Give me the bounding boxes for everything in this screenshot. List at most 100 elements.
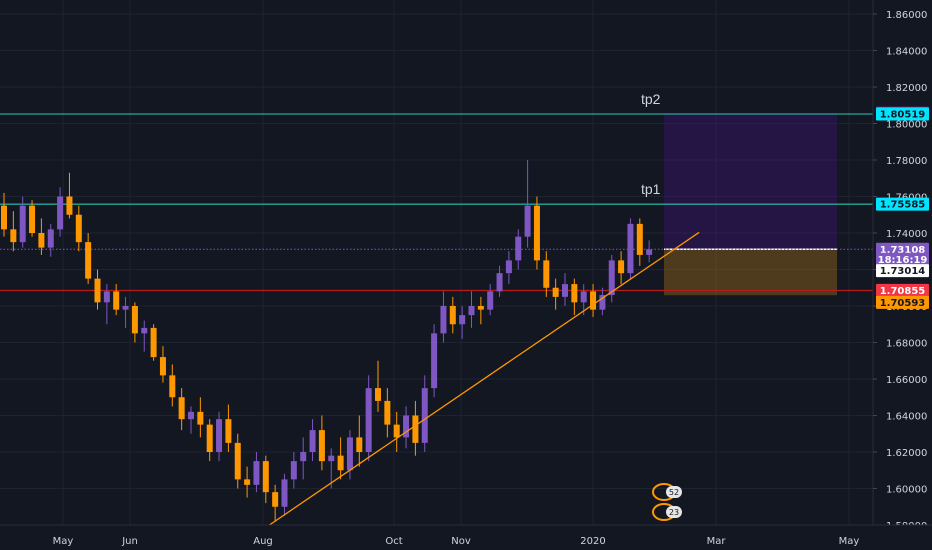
candle-body — [178, 397, 185, 420]
price-tag — [876, 283, 929, 297]
candle-body — [197, 411, 204, 425]
candle-body — [225, 419, 232, 443]
position-stop-zone — [664, 249, 837, 296]
price-axis-tick: 1.82000 — [886, 83, 927, 94]
candle-body — [253, 461, 260, 485]
price-tag-label: 1.80519 — [880, 110, 926, 121]
candle-body — [636, 223, 643, 255]
time-axis-tick: 2020 — [580, 536, 605, 547]
candle-body — [459, 315, 466, 325]
candle-body — [608, 260, 615, 296]
candle-body — [169, 375, 176, 398]
candle-body — [487, 291, 494, 310]
candle-body — [75, 214, 82, 243]
price-tag — [876, 264, 929, 278]
candle-body — [562, 284, 568, 297]
price-tag-label: 1.70593 — [880, 298, 926, 309]
candle-body — [85, 242, 92, 279]
candle-body — [234, 442, 241, 480]
price-tag — [876, 295, 929, 309]
candle-body — [122, 306, 129, 310]
time-axis-tick: Mar — [707, 536, 727, 547]
candle-body — [113, 291, 120, 310]
event-badge-label: 52 — [669, 488, 679, 497]
candle-body — [599, 295, 606, 310]
event-badge-label: 23 — [669, 508, 679, 517]
candle-body — [150, 327, 157, 358]
trendline — [266, 231, 700, 528]
candle-body — [590, 291, 597, 310]
candle-body — [1, 205, 7, 230]
candle-body — [533, 205, 540, 261]
candle-body — [421, 388, 428, 443]
candle-body — [468, 306, 475, 316]
price-tag — [876, 107, 929, 121]
price-axis-tick: 1.64000 — [886, 412, 927, 423]
candle-body — [365, 388, 372, 452]
time-axis-tick: Oct — [385, 536, 402, 547]
candle-body — [412, 415, 419, 443]
candle-body — [244, 479, 251, 485]
price-tag-label: 18:16:19 — [878, 255, 928, 266]
candle-body — [431, 333, 438, 389]
candle-body — [524, 205, 531, 237]
candle-body — [571, 284, 578, 303]
price-axis-tick: 1.68000 — [886, 339, 927, 350]
candle-body — [272, 492, 279, 507]
event-badge — [666, 486, 682, 498]
candle-body — [627, 223, 634, 274]
price-axis-tick: 1.66000 — [886, 375, 927, 386]
candle-body — [646, 249, 653, 255]
candle-body — [552, 287, 559, 297]
price-tag — [876, 252, 929, 266]
price-axis-tick: 1.78000 — [886, 156, 927, 167]
candle-body — [159, 357, 166, 376]
time-axis-tick: Aug — [253, 536, 273, 547]
candle-body — [505, 260, 512, 274]
candle-body — [188, 411, 194, 420]
candle-body — [449, 306, 456, 325]
candle-body — [94, 278, 101, 303]
candle-body — [515, 236, 522, 261]
price-axis-tick: 1.86000 — [886, 10, 927, 21]
candle-body — [375, 388, 381, 401]
candle-body — [580, 291, 587, 303]
candle-body — [38, 233, 45, 248]
candle-body — [346, 437, 353, 471]
price-tag-label: 1.75585 — [880, 200, 926, 211]
event-badge — [666, 506, 682, 518]
candle-body — [19, 205, 26, 243]
candle-body — [29, 205, 36, 233]
price-axis-tick: 1.60000 — [886, 485, 927, 496]
candle-body — [477, 306, 484, 310]
candle-body — [496, 273, 503, 292]
price-tag-label: 1.73108 — [880, 245, 926, 256]
candle-body — [393, 424, 400, 438]
candle-body — [290, 461, 297, 480]
candle-body — [618, 260, 625, 274]
candle-body — [131, 306, 138, 334]
candle-body — [356, 437, 363, 452]
position-target-zone — [664, 113, 837, 250]
price-axis-tick: 1.84000 — [886, 47, 927, 58]
time-axis-tick: May — [53, 536, 74, 547]
candle-body — [141, 327, 148, 334]
candle-body — [337, 455, 344, 471]
candle-body — [384, 400, 391, 425]
price-tag-label: 1.70855 — [880, 286, 926, 297]
candle-body — [57, 196, 64, 230]
candle-body — [66, 196, 73, 215]
time-axis-tick: Nov — [451, 536, 471, 547]
candle-body — [543, 260, 550, 288]
annotation-tp2: tp2 — [641, 91, 661, 107]
time-axis-tick: Jun — [121, 536, 138, 547]
candle-body — [300, 452, 307, 462]
price-axis-tick: 1.62000 — [886, 448, 927, 459]
candle-body — [318, 430, 325, 462]
annotation-tp1: tp1 — [641, 181, 661, 197]
price-tag — [876, 242, 929, 256]
price-axis-tick: 1.80000 — [886, 120, 927, 131]
